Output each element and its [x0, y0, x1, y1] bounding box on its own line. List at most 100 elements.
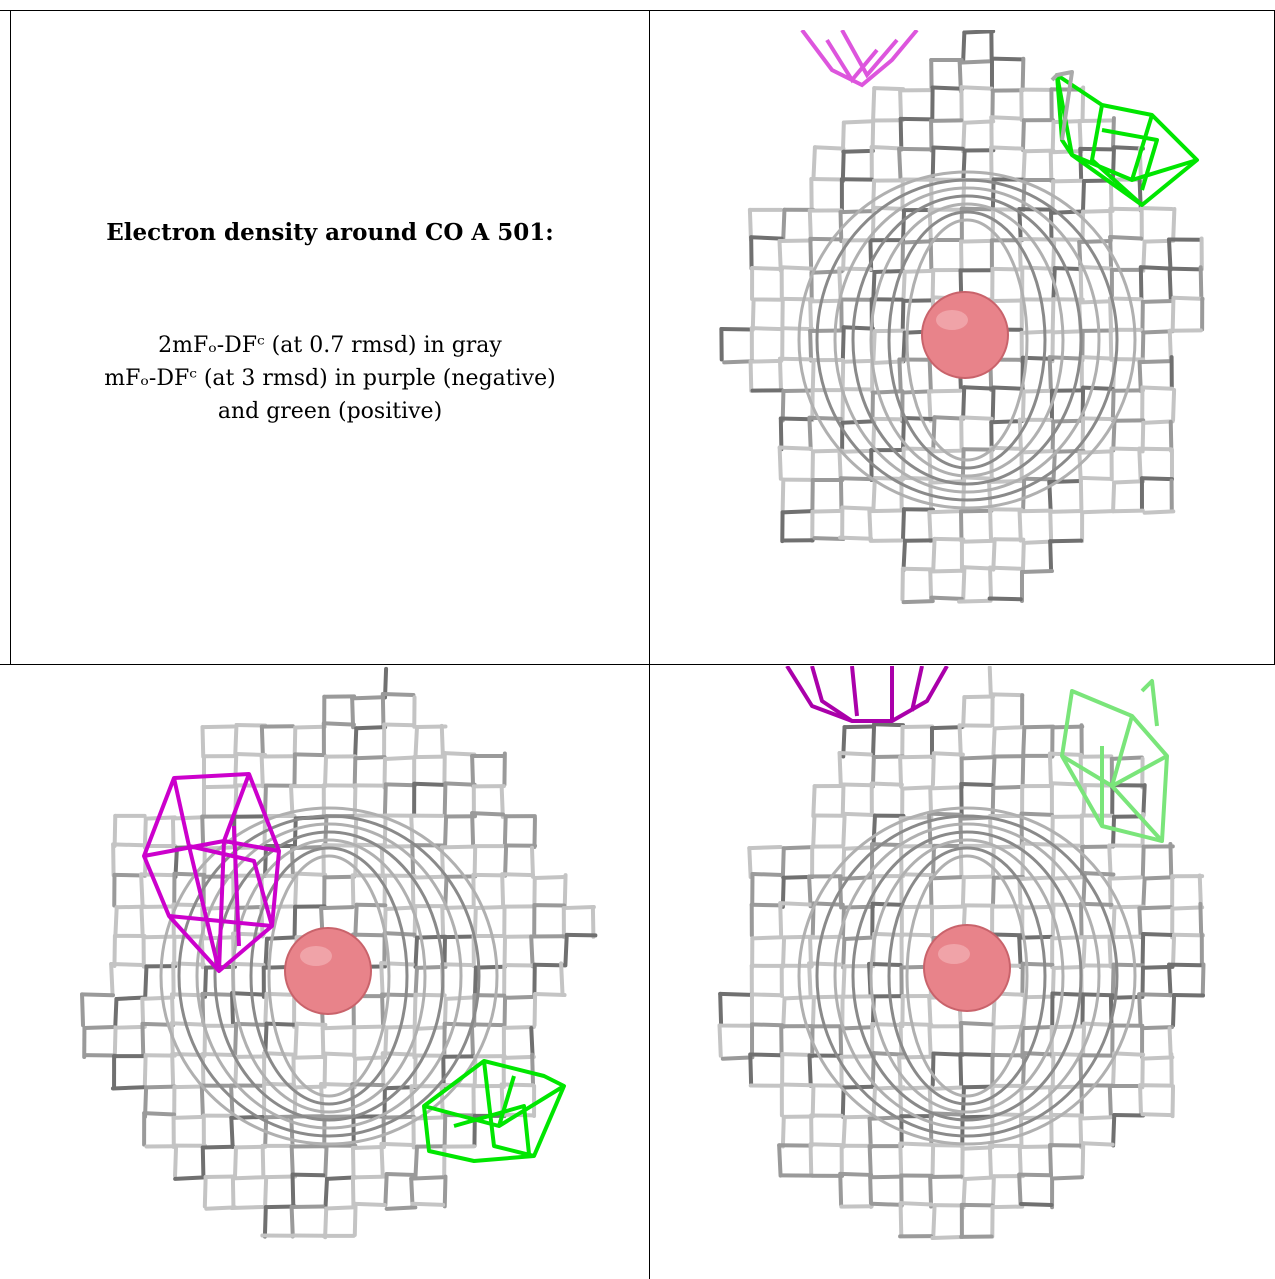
mesh-edge: [930, 145, 936, 181]
mesh-edge: [930, 1235, 965, 1241]
mesh-edge: [262, 1051, 297, 1057]
mesh-edge: [901, 330, 907, 364]
mesh-edge: [781, 207, 787, 242]
mesh-edge: [959, 415, 994, 421]
mesh-edge: [412, 754, 447, 760]
mesh-edge: [1081, 385, 1115, 391]
mesh-edge: [1171, 992, 1177, 1028]
mesh-edge: [1051, 965, 1085, 971]
mesh-edge: [1047, 478, 1083, 484]
mesh-edge: [442, 1113, 448, 1148]
mesh-edge: [840, 782, 846, 818]
mesh-edge: [529, 934, 535, 969]
mesh-edge: [1198, 265, 1204, 301]
mesh-edge: [810, 1083, 816, 1118]
mesh-edge: [961, 1176, 967, 1210]
mesh-edge: [808, 1142, 844, 1148]
mesh-edge: [930, 1143, 936, 1178]
mesh-edge: [809, 269, 844, 275]
mesh-edge: [289, 1144, 295, 1179]
mesh-edge: [384, 1171, 418, 1177]
mesh-edge: [1050, 120, 1056, 154]
mesh-edge: [1141, 783, 1147, 818]
mesh-edge: [1111, 905, 1117, 939]
mesh-edge: [872, 931, 906, 937]
mesh-edge: [1048, 149, 1084, 155]
mesh-edge: [170, 816, 176, 850]
mesh-edge: [1048, 538, 1084, 544]
mesh-edge: [842, 811, 876, 817]
mesh-edge: [141, 934, 176, 940]
mesh-contour: [851, 830, 1083, 1122]
mesh-edge: [898, 116, 934, 122]
mesh-edge: [810, 448, 845, 454]
mesh-edge: [901, 416, 935, 422]
mesh-edge: [958, 1052, 994, 1058]
mesh-edge: [264, 1021, 298, 1027]
mesh-edge: [867, 1116, 873, 1150]
mesh-edge: [931, 145, 965, 151]
mesh-edge: [780, 326, 815, 332]
mesh-edge: [1017, 935, 1023, 969]
green-positive-mesh: [1050, 70, 1199, 207]
mesh-edge: [353, 1055, 387, 1061]
mesh-edge: [199, 935, 235, 941]
mesh-edge: [1077, 449, 1113, 455]
mesh-edge: [350, 695, 386, 701]
mesh-edge: [1167, 237, 1173, 272]
mesh-edge: [898, 754, 934, 760]
mesh-edge: [200, 1144, 236, 1150]
mesh-edge: [380, 992, 386, 1028]
mesh-edge: [747, 207, 753, 242]
mesh-edge: [1107, 875, 1143, 881]
mesh-edge: [1078, 1116, 1084, 1150]
mesh-edge: [291, 1054, 326, 1060]
mesh-edge: [897, 146, 903, 182]
mesh-edge: [990, 692, 1025, 698]
mesh-edge: [722, 359, 756, 365]
mesh-edge: [230, 961, 266, 967]
mesh-edge: [927, 389, 933, 423]
mesh-edge: [234, 751, 268, 757]
mesh-edge: [82, 1024, 117, 1030]
mesh-edge: [842, 1114, 876, 1120]
mesh-edge: [1140, 932, 1146, 968]
mesh-edge: [1020, 904, 1055, 910]
mesh-edge: [900, 507, 906, 542]
mesh-edge: [927, 509, 963, 515]
mesh-edge: [1050, 1175, 1085, 1181]
mesh-edge: [991, 754, 997, 789]
mesh-edge: [324, 1175, 358, 1181]
mesh-edge: [352, 756, 358, 790]
mesh-edge: [1051, 178, 1085, 184]
mesh-edge: [872, 268, 906, 274]
mesh-edge: [1021, 1051, 1027, 1087]
mesh-edge: [324, 1205, 358, 1211]
mesh-edge: [1051, 902, 1085, 908]
mesh-edge: [928, 1175, 934, 1209]
mesh-edge: [1167, 266, 1203, 272]
mesh-edge: [871, 475, 877, 511]
mesh-edge: [808, 299, 814, 333]
mesh-edge: [961, 30, 967, 64]
mesh-edge: [1197, 873, 1203, 908]
mesh-edge: [442, 751, 477, 757]
mesh-edge: [559, 961, 565, 997]
mesh-edge: [532, 875, 567, 881]
mesh-edge: [988, 507, 994, 542]
mesh-edge: [1140, 1112, 1175, 1118]
mesh-edge: [959, 782, 994, 788]
mesh-edge: [1107, 876, 1113, 910]
mesh-edge: [350, 1082, 356, 1118]
left-border: [10, 10, 11, 664]
mesh-edge: [200, 725, 206, 759]
mesh-edge: [1022, 994, 1056, 1000]
mesh-edge: [1111, 962, 1145, 968]
mesh-edge: [1110, 962, 1116, 998]
caption-cell: Electron density around CO A 501: 2mFₒ-D…: [11, 11, 649, 664]
mesh-edge: [960, 875, 966, 909]
mesh-edge: [869, 145, 904, 151]
mesh-contour: [249, 846, 409, 1106]
mesh-edge: [807, 1053, 813, 1088]
mesh-edge: [1049, 1112, 1084, 1118]
